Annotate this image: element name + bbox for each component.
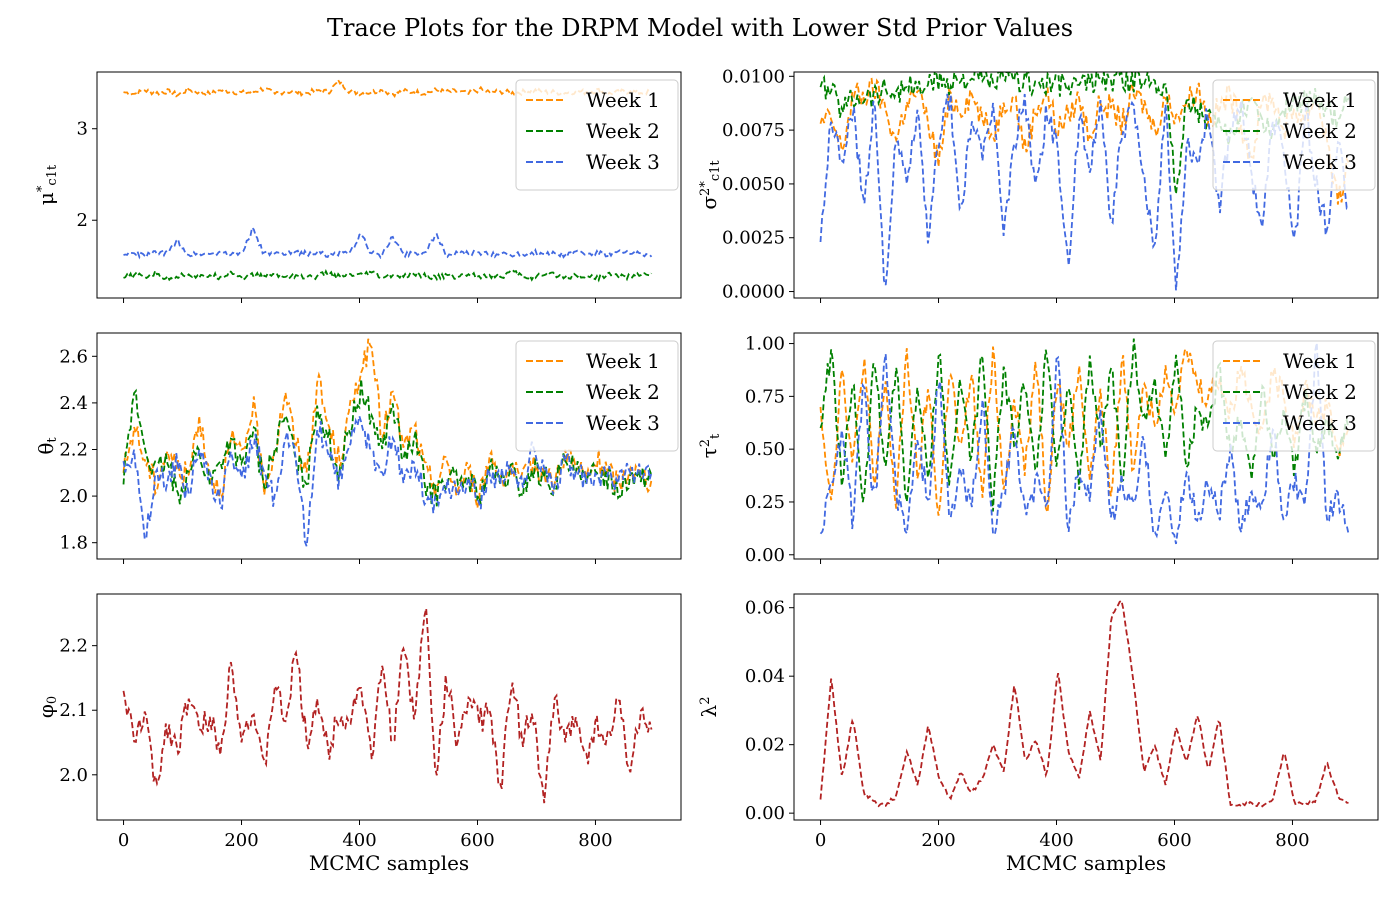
y-axis-label: μ*c1t: [34, 164, 60, 205]
x-tick-label: 400: [342, 830, 376, 851]
panel-lambda: 0.00 0.02 0.04 0.06 0 200 400 600 800 MCMC sample…: [697, 593, 1379, 875]
legend-label: Week 2: [586, 380, 660, 404]
y-tick-label: 2: [77, 210, 88, 231]
y-axis-label: θt: [34, 437, 60, 455]
axes-frame: [793, 593, 1379, 821]
panel-phi: 2.0 2.1 2.2 0 200 400 600 800 MCMC samples φ0: [34, 593, 682, 875]
x-tick-label: 600: [1157, 830, 1191, 851]
y-tick-label: 0.50: [745, 439, 785, 460]
x-tick-label: 0: [118, 830, 129, 851]
legend-label: Week 1: [1283, 349, 1357, 373]
y-tick-label: 1.8: [59, 533, 88, 554]
y-tick-label: 1.00: [745, 334, 785, 355]
panel-sigma: 0.0000 0.0025 0.0050 0.0075 0.0100 σ2*c1t Week…: [697, 66, 1379, 303]
series-line-3: [819, 93, 1350, 291]
y-tick-label: 2.2: [59, 439, 88, 460]
legend-label: Week 1: [1283, 88, 1357, 112]
x-axis-label: MCMC samples: [309, 851, 469, 875]
x-tick-label: 400: [1039, 830, 1073, 851]
series-line-3: [123, 225, 653, 260]
legend-label: Week 3: [1283, 150, 1357, 174]
y-tick-label: 2.0: [59, 486, 88, 507]
y-tick-label: 0.0050: [722, 174, 785, 195]
y-tick-label: 2.0: [59, 765, 88, 786]
legend-label: Week 2: [586, 119, 660, 143]
legend-label: Week 3: [1283, 411, 1357, 435]
series-line-3: [122, 415, 653, 547]
y-axis-label: φ0: [34, 696, 60, 718]
y-tick-label: 0.06: [745, 598, 785, 619]
legend-label: Week 1: [586, 349, 660, 373]
x-tick-label: 200: [921, 830, 955, 851]
series-group: [122, 338, 653, 547]
series-line-2: [122, 378, 653, 507]
y-tick-label: 2.2: [59, 636, 88, 657]
panel-theta: 1.8 2.0 2.2 2.4 2.6 θt Week 1 Week 2 Week 3: [34, 332, 682, 564]
y-tick-label: 2.1: [59, 700, 88, 721]
y-tick-label: 0.0000: [722, 282, 785, 303]
x-tick-label: 600: [460, 830, 494, 851]
series-group: [122, 608, 653, 804]
legend: Week 1 Week 2 Week 3: [1212, 79, 1376, 191]
legend: Week 1 Week 2 Week 3: [1212, 340, 1376, 452]
series-line-1: [819, 599, 1349, 808]
y-tick-label: 0.02: [745, 735, 785, 756]
legend-label: Week 2: [1283, 119, 1357, 143]
y-axis-label: σ2*c1t: [697, 160, 723, 210]
axes-frame: [793, 332, 1379, 560]
axes-frame: [793, 71, 1379, 299]
axes-frame: [96, 71, 682, 299]
y-tick-label: 0.0075: [722, 120, 785, 141]
y-tick-label: 3: [77, 119, 88, 140]
series-group: [819, 599, 1349, 808]
x-tick-label: 800: [578, 830, 612, 851]
legend-label: Week 3: [586, 150, 660, 174]
x-tick-label: 200: [224, 830, 258, 851]
y-tick-label: 0.25: [745, 492, 785, 513]
y-tick-label: 0.75: [745, 386, 785, 407]
legend: Week 1 Week 2 Week 3: [515, 340, 679, 452]
y-tick-label: 2.4: [59, 393, 88, 414]
y-tick-label: 2.6: [59, 346, 88, 367]
x-tick-label: 800: [1275, 830, 1309, 851]
axes-frame: [96, 332, 682, 560]
y-axis-label: λ2: [697, 697, 721, 718]
series-line-3: [819, 342, 1350, 545]
y-tick-label: 0.0100: [722, 66, 785, 87]
panel-mu: 2 3 μ*c1t Week 1 Week 2 Week 3: [34, 71, 682, 303]
series-line-2: [123, 268, 653, 283]
legend-label: Week 3: [586, 411, 660, 435]
y-tick-label: 0.04: [745, 666, 785, 687]
x-tick-label: 0: [815, 830, 826, 851]
series-line-1: [123, 78, 652, 99]
figure-title: Trace Plots for the DRPM Model with Lowe…: [327, 14, 1073, 42]
axes-frame: [96, 593, 682, 821]
legend-label: Week 1: [586, 88, 660, 112]
y-tick-label: 0.0025: [722, 228, 785, 249]
legend-label: Week 2: [1283, 380, 1357, 404]
y-axis-label: τ2t: [697, 433, 723, 458]
y-tick-label: 0.00: [745, 545, 785, 566]
x-axis-label: MCMC samples: [1006, 851, 1166, 875]
legend: Week 1 Week 2 Week 3: [515, 79, 679, 191]
series-line-1: [122, 608, 653, 804]
y-tick-label: 0.00: [745, 803, 785, 824]
series-group: [123, 78, 653, 283]
